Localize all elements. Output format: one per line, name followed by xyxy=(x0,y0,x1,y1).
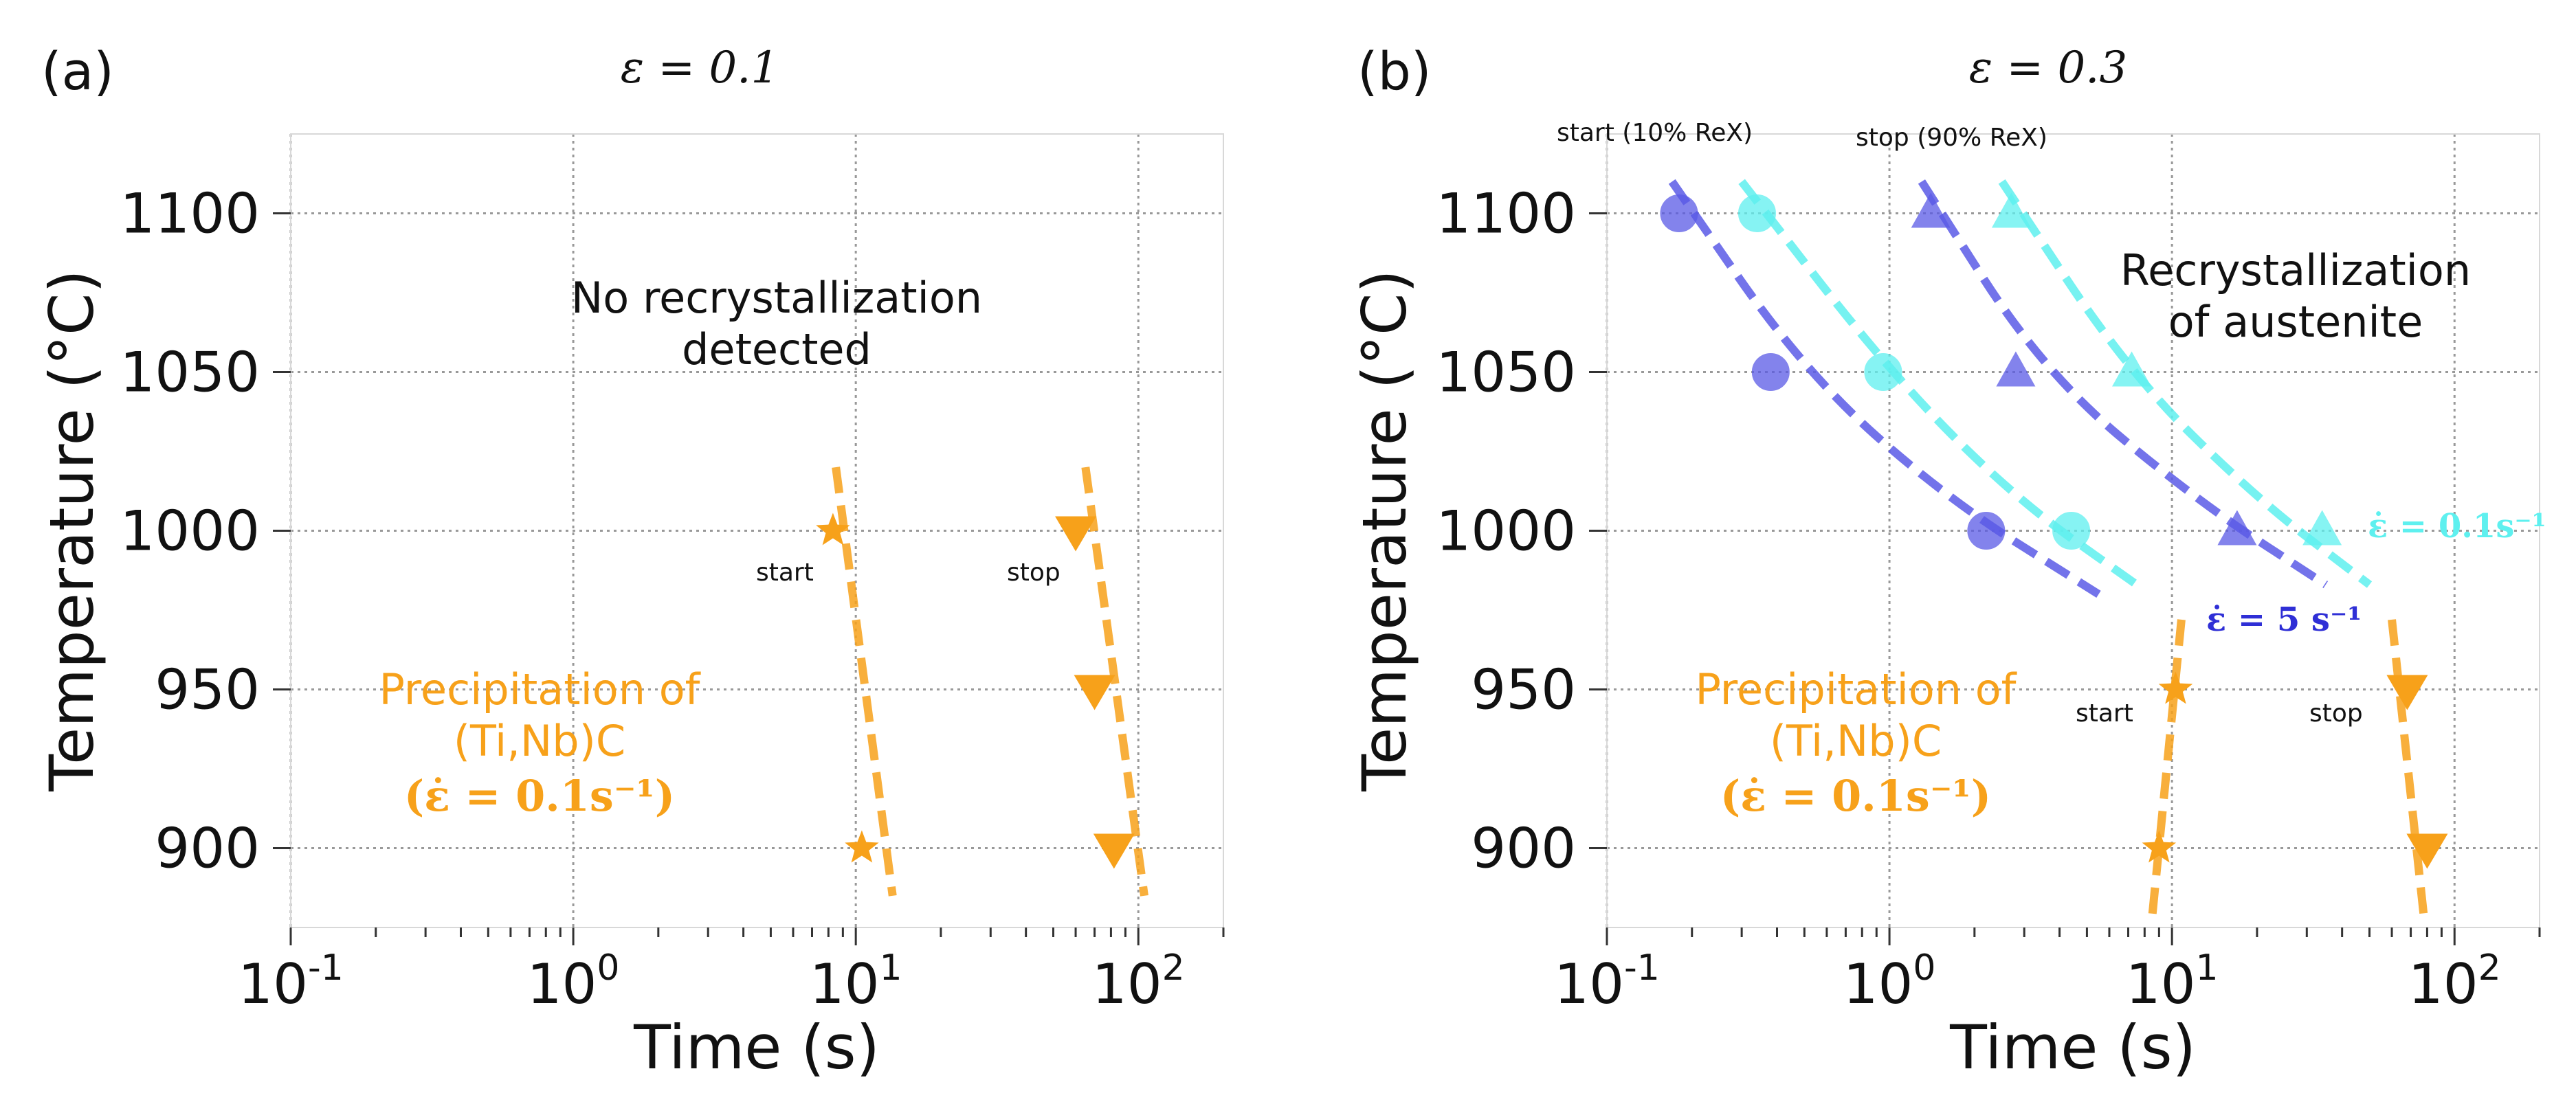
star-marker xyxy=(845,830,879,863)
circle-marker xyxy=(1737,194,1776,232)
fit-line xyxy=(1081,466,1148,897)
panel-a-markers xyxy=(816,513,1135,869)
panel-a-start-label: start xyxy=(756,559,814,587)
circle-marker xyxy=(1864,353,1902,391)
panel-b-stop-rex-label: stop (90% ReX) xyxy=(1856,124,2047,152)
triangle-down-marker xyxy=(2406,833,2448,869)
triangle-up-marker xyxy=(2112,351,2152,387)
fit-line xyxy=(2388,619,2428,919)
triangle-up-marker xyxy=(1911,192,1951,228)
panel-b-precip-label-line3: (ε̇ = 0.1s⁻¹) xyxy=(1720,771,1991,821)
panel-a-region-label-line2: detected xyxy=(682,324,871,374)
triangle-down-marker xyxy=(1074,675,1115,710)
circle-marker xyxy=(2052,512,2091,550)
y-tick-label: 1000 xyxy=(120,499,260,563)
triangle-down-marker xyxy=(1055,516,1097,552)
x-tick-label: 100 xyxy=(1843,947,1936,1016)
y-tick-label: 1000 xyxy=(1436,499,1576,563)
x-tick-label: 100 xyxy=(527,947,620,1016)
panel-b-region-label-line2: of austenite xyxy=(2168,297,2423,347)
triangle-up-marker xyxy=(1991,192,2031,228)
panel-b-region-label-line1: Recrystallization xyxy=(2120,245,2471,295)
panel-a-stop-label: stop xyxy=(1007,559,1061,587)
fit-line xyxy=(1668,179,2101,598)
circle-marker xyxy=(1751,353,1790,391)
y-tick-label: 1050 xyxy=(1436,341,1576,405)
y-tick-label: 900 xyxy=(1471,817,1576,881)
y-tick-label: 900 xyxy=(155,817,260,881)
panel-a-label: (a) xyxy=(41,41,114,102)
x-tick-label: 102 xyxy=(2408,947,2501,1016)
star-marker xyxy=(816,513,850,546)
panel-a-precip-label-line1: Precipitation of xyxy=(379,664,702,715)
x-tick-label: 102 xyxy=(1092,947,1185,1016)
panel-a: (a) ε = 0.1 10-1 100 101 102900950100010501… xyxy=(36,41,1225,1083)
panel-a-xlabel: Time (s) xyxy=(633,1012,880,1083)
x-tick-label: 101 xyxy=(810,947,902,1016)
panel-a-title: ε = 0.1 xyxy=(621,43,779,93)
triangle-up-marker xyxy=(2302,510,2342,546)
triangle-down-marker xyxy=(2386,675,2428,710)
fit-line xyxy=(1918,179,2329,589)
y-tick-label: 1050 xyxy=(120,341,260,405)
panel-b-precip-label-line2: (Ti,Nb)C xyxy=(1770,716,1942,766)
y-tick-label: 1100 xyxy=(1436,182,1576,246)
panel-b-ylabel: Temperature (°C) xyxy=(1349,269,1420,792)
panel-a-region-label-line1: No recrystallization xyxy=(571,273,982,323)
triangle-up-marker xyxy=(1996,351,2036,387)
panel-b-start-label: start xyxy=(2076,699,2133,728)
panel-a-ticks: 10-1 100 101 102 900 950 1000 1050 1100 xyxy=(120,182,1225,1016)
panel-b-start-rex-label: start (10% ReX) xyxy=(1557,119,1753,147)
panel-b-title: ε = 0.3 xyxy=(1969,43,2127,93)
triangle-up-marker xyxy=(2217,510,2257,546)
fit-line xyxy=(832,466,897,897)
panel-b-ticks: 10-1 100 101 102 900 950 1000 1050 1100 xyxy=(1436,182,2541,1016)
panel-b-xlabel: Time (s) xyxy=(1949,1012,2196,1083)
circle-marker xyxy=(1967,512,2006,550)
y-tick-label: 950 xyxy=(1471,658,1576,722)
panel-a-precip-label-line3: (ε̇ = 0.1s⁻¹) xyxy=(404,771,675,821)
panel-a-ylabel: Temperature (°C) xyxy=(36,269,107,792)
panel-b-markers xyxy=(1660,192,2448,869)
circle-marker xyxy=(1660,194,1698,232)
panel-a-fit-lines xyxy=(832,466,1148,897)
triangle-down-marker xyxy=(1093,833,1135,869)
x-tick-label: 10-1 xyxy=(1554,947,1660,1016)
y-tick-label: 950 xyxy=(155,658,260,722)
panel-b-rate-label-slow: ε̇ = 0.1s⁻¹ xyxy=(2368,507,2546,546)
panel-a-precip-label-line2: (Ti,Nb)C xyxy=(454,716,625,766)
panel-b: (b) ε = 0.3 10-1 100 101 102900950100010501… xyxy=(1349,41,2546,1083)
panel-b-precip-label-line1: Precipitation of xyxy=(1696,664,2018,715)
fit-line xyxy=(2148,619,2186,919)
star-marker xyxy=(2158,671,2193,704)
y-tick-label: 1100 xyxy=(120,182,260,246)
star-marker xyxy=(2142,830,2177,863)
panel-b-rate-label-fast: ε̇ = 5 s⁻¹ xyxy=(2206,600,2362,639)
panel-b-label: (b) xyxy=(1357,41,1432,102)
x-tick-label: 10-1 xyxy=(238,947,344,1016)
x-tick-label: 101 xyxy=(2126,947,2219,1016)
panel-b-stop-label: stop xyxy=(2309,699,2363,728)
